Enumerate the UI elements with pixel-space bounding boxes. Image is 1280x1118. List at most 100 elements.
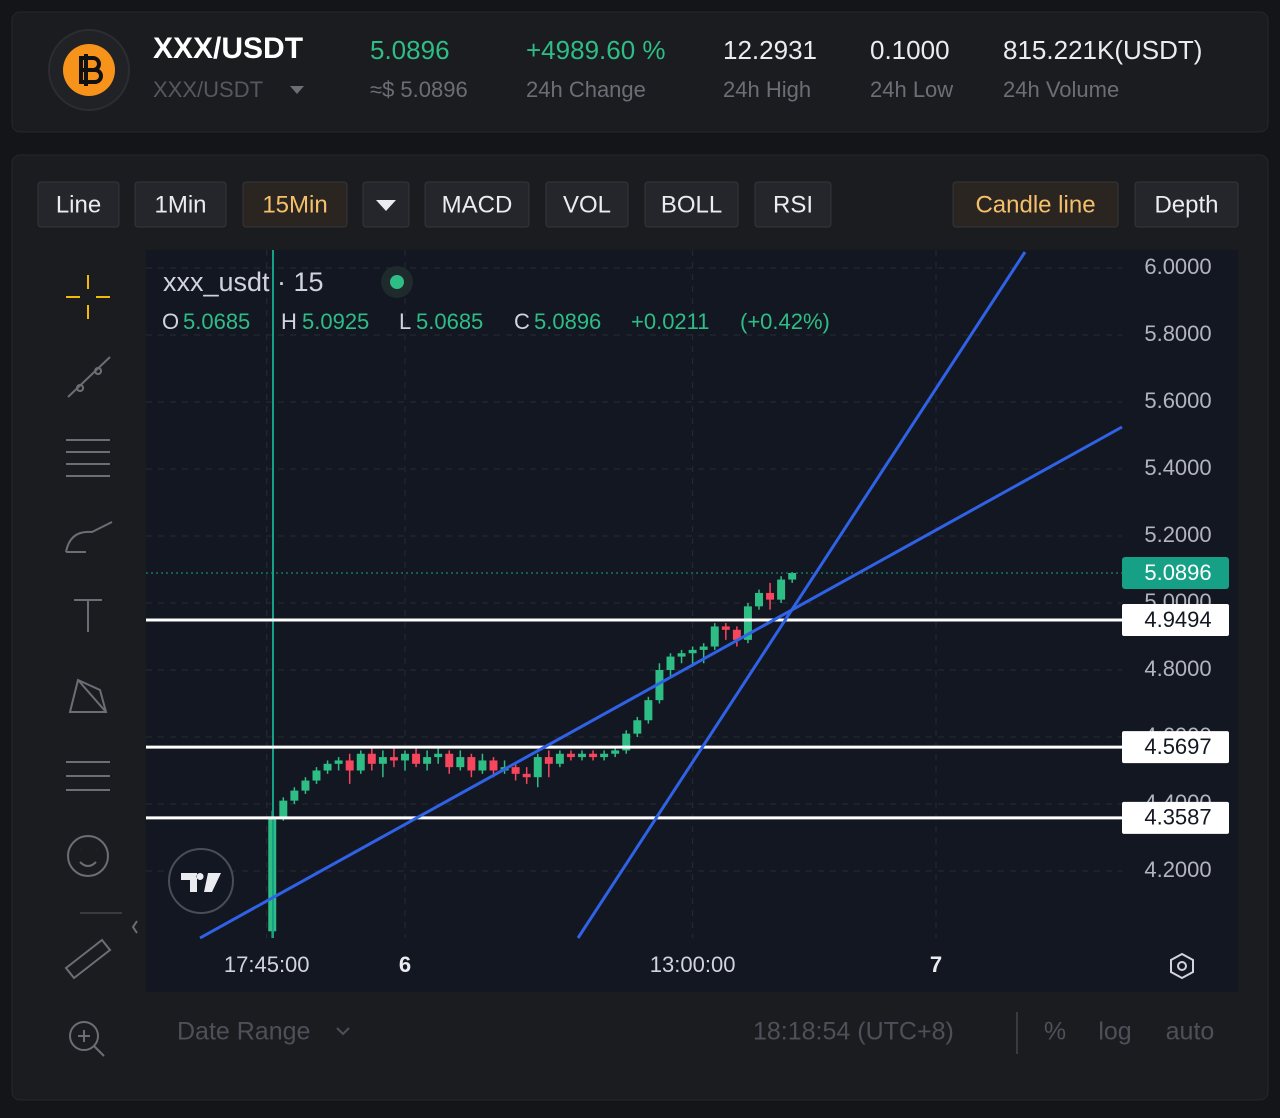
price-line-label: 4.5697 <box>1144 734 1211 759</box>
candle-body <box>699 646 708 650</box>
candle-body <box>677 653 686 657</box>
y-tick-label: 5.8000 <box>1144 321 1211 346</box>
candle-body <box>600 753 609 758</box>
candle-body <box>279 800 288 818</box>
pair-title: XXX/USDT <box>153 32 303 65</box>
auto-toggle[interactable]: auto <box>1166 1018 1215 1046</box>
legend-value: 5.0896 <box>534 309 601 334</box>
dropdown-caret[interactable] <box>376 200 396 211</box>
toolbar-button[interactable] <box>644 181 739 228</box>
toolbar-button[interactable] <box>242 181 348 228</box>
toolbar-button-label[interactable]: 1Min <box>154 191 206 218</box>
candle-body <box>644 700 653 721</box>
toolbar-button[interactable] <box>134 181 227 228</box>
legend-change-pct: (+0.42%) <box>740 309 830 334</box>
candle-body <box>611 750 620 754</box>
ruler-tool[interactable] <box>64 938 112 980</box>
legend-key: C <box>514 309 530 334</box>
toolbar-button[interactable] <box>952 181 1119 228</box>
trend-line[interactable] <box>576 251 1027 939</box>
toolbar-button[interactable] <box>37 181 120 228</box>
toolbar-button[interactable] <box>424 181 530 228</box>
candle-body <box>456 757 465 768</box>
candle-body <box>555 753 564 764</box>
candle-body <box>533 757 542 778</box>
date-range-caret[interactable] <box>336 1027 350 1036</box>
legend-symbol: xxx_usdt · 15 <box>163 267 324 297</box>
candle-body <box>788 572 797 580</box>
clock: 18:18:54 (UTC+8) <box>753 1018 954 1046</box>
candle-body <box>434 753 443 758</box>
collapse-arrow[interactable] <box>131 920 138 934</box>
legend-key: L <box>399 309 411 334</box>
toolbar-button-label[interactable]: 15Min <box>262 191 327 218</box>
candle-body <box>732 629 741 640</box>
candle-body <box>766 592 775 600</box>
forecast-tool[interactable] <box>66 761 110 791</box>
toolbar-button-label[interactable]: MACD <box>442 191 513 218</box>
toolbar-button[interactable] <box>1134 181 1239 228</box>
candle-body <box>666 656 675 670</box>
y-tick-label: 5.2000 <box>1144 522 1211 547</box>
toolbar: Line 1Min 15Min MACD VOL BOLL RSI Candle line De… <box>37 181 1239 228</box>
zoom-tool[interactable] <box>69 1021 99 1051</box>
log-toggle[interactable]: log <box>1098 1018 1131 1046</box>
candle-body <box>622 733 631 751</box>
candle-body <box>755 592 763 607</box>
current-price-label: 5.0896 <box>1144 560 1211 585</box>
crosshair-tool[interactable] <box>66 275 110 319</box>
tv-logo-glyph <box>181 873 221 892</box>
dropdown-caret[interactable] <box>290 86 304 94</box>
emoji-tool[interactable] <box>67 835 109 877</box>
legend-value: 5.0925 <box>302 309 369 334</box>
percent-toggle[interactable]: % <box>1044 1018 1066 1046</box>
legend-change: +0.0211 <box>631 309 710 334</box>
pattern-tool[interactable] <box>68 678 108 713</box>
x-tick-label: 17:45:00 <box>224 952 310 977</box>
candle-body <box>489 760 498 771</box>
price-line-label: 4.3587 <box>1144 805 1211 830</box>
text-tool[interactable] <box>74 599 102 632</box>
candle-body <box>312 770 321 781</box>
toolbar-button[interactable] <box>754 181 832 228</box>
trendline-tool[interactable] <box>67 356 111 398</box>
status-dot <box>390 275 404 289</box>
y-tick-label: 4.2000 <box>1144 857 1211 882</box>
tv-logo[interactable] <box>168 848 234 914</box>
candle-body <box>334 760 343 764</box>
date-range[interactable]: Date Range <box>177 1018 310 1046</box>
candle-body <box>389 757 398 761</box>
candle-body <box>412 753 421 764</box>
y-tick-label: 6.0000 <box>1144 254 1211 279</box>
current-price-box <box>1122 556 1229 589</box>
trend-line[interactable] <box>199 425 1123 940</box>
brush-tool[interactable] <box>65 521 113 553</box>
pair-select[interactable]: XXX/USDT <box>153 77 263 102</box>
toolbar-button-label[interactable]: Line <box>56 191 101 218</box>
toolbar-button-label[interactable]: Candle line <box>975 191 1095 218</box>
price-line-box <box>1122 801 1229 834</box>
toolbar-button-label[interactable]: RSI <box>773 191 813 218</box>
candle-body <box>290 790 299 801</box>
settings-icon-center <box>1177 961 1187 971</box>
toolbar-button-label[interactable]: BOLL <box>661 191 722 218</box>
toolbar-button-label[interactable]: VOL <box>563 191 611 218</box>
legend-value: 5.0685 <box>416 309 483 334</box>
legend-value: 5.0685 <box>183 309 250 334</box>
sidebar <box>64 275 138 1057</box>
y-tick-label: 5.6000 <box>1144 388 1211 413</box>
toolbar-button-label[interactable]: Depth <box>1154 191 1218 218</box>
price-line-box <box>1122 731 1229 764</box>
toolbar-button[interactable] <box>545 181 629 228</box>
settings-icon[interactable] <box>1170 952 1194 980</box>
zoom-glyph <box>78 1030 105 1057</box>
x-tick-label: 13:00:00 <box>650 952 736 977</box>
candle-body <box>710 626 719 647</box>
candle-body <box>478 760 487 771</box>
fib-tool[interactable] <box>66 439 110 477</box>
candle-body <box>323 763 332 771</box>
candle-body <box>578 753 586 758</box>
price-line-box <box>1122 603 1229 636</box>
